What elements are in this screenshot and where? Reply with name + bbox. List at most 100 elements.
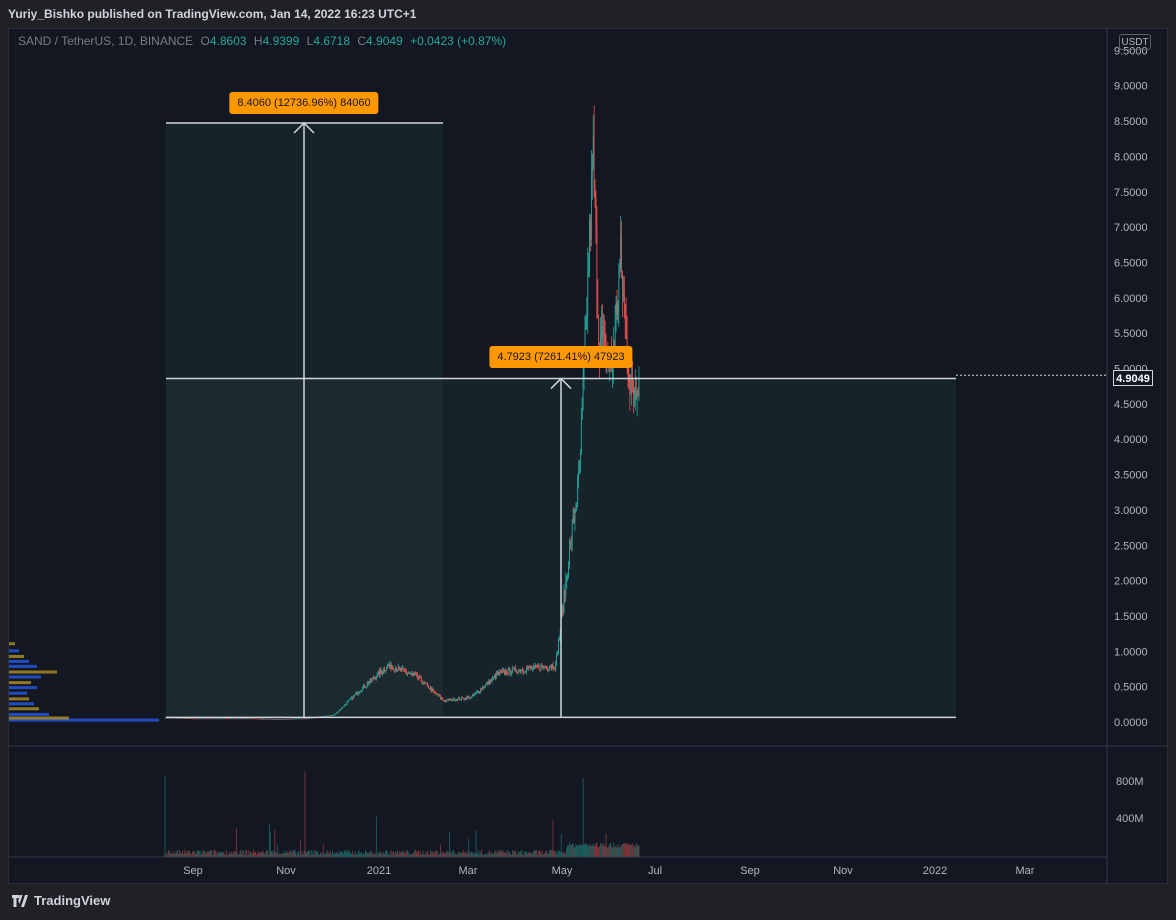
volume-bar (429, 849, 431, 857)
candle-body (483, 687, 485, 689)
volume-bar (587, 844, 589, 857)
candle-body (480, 688, 482, 692)
volume-bar (597, 847, 599, 857)
volume-bar (531, 853, 533, 857)
candle-body (255, 718, 256, 720)
volume-bar (334, 853, 336, 857)
candle-body (526, 668, 527, 672)
candle-body (226, 718, 228, 720)
candle-body (308, 718, 310, 719)
volume-bar (628, 845, 630, 857)
volume-bar (228, 852, 230, 857)
candle-body (336, 711, 338, 714)
volume-bar (371, 851, 373, 857)
candle-body (545, 666, 547, 668)
candle-body (476, 691, 478, 693)
volume-bar (216, 851, 218, 857)
volume-bar (261, 852, 263, 857)
candle-body (530, 667, 532, 669)
volume-bar (401, 851, 403, 857)
candle-body (568, 566, 569, 577)
candle-body (390, 662, 392, 670)
candle-body (253, 718, 255, 720)
candle-body (515, 671, 517, 673)
candle-body (241, 718, 243, 720)
volume-bar (226, 854, 228, 857)
volume-bar (290, 850, 292, 857)
candle-body (205, 718, 207, 720)
price-tick-label: 4.5000 (1114, 399, 1148, 411)
candle-body (392, 667, 394, 669)
candle-body (278, 718, 280, 720)
candle-body (551, 664, 553, 669)
candle-body (169, 717, 170, 719)
volume-bar (617, 847, 619, 857)
measure-label-high[interactable]: 8.4060 (12736.96%) 84060 (229, 92, 379, 114)
volume-bar (389, 851, 391, 857)
candle-body (200, 718, 202, 720)
candle-body (504, 670, 506, 674)
volume-bar (508, 851, 510, 857)
candle-body (581, 398, 583, 420)
candle-body (574, 510, 576, 522)
candle-body (268, 719, 270, 720)
volume-bar (222, 852, 224, 857)
candle-body (413, 674, 415, 675)
volume-bar (467, 851, 469, 857)
volume-bar (172, 851, 174, 857)
volume-bar (197, 850, 199, 857)
volume-bar (193, 850, 195, 857)
candle-body (435, 692, 437, 694)
volume-bar (275, 852, 277, 857)
volume-bar (328, 853, 330, 857)
time-tick-label: Nov (833, 865, 853, 877)
volume-bar (306, 852, 308, 857)
volume-bar (207, 852, 209, 857)
volume-bar (560, 833, 562, 857)
volume-bar (555, 851, 557, 857)
price-tick-label: 6.0000 (1114, 293, 1148, 305)
candle-body (572, 516, 574, 523)
footer-brand[interactable]: TradingView (12, 893, 110, 908)
candle-body (383, 668, 385, 673)
volume-bar (460, 853, 461, 857)
volume-bar (563, 853, 565, 857)
measure-label-current[interactable]: 4.7923 (7261.41%) 47923 (489, 346, 633, 368)
volume-bar (504, 852, 505, 857)
candle-body (580, 453, 581, 470)
candle-body (440, 695, 441, 699)
volume-bar (323, 853, 325, 857)
candle-body (165, 717, 167, 719)
volume-bar (519, 852, 521, 857)
volume-bar (337, 853, 339, 857)
volume-bar (250, 851, 252, 857)
candle-body (376, 673, 378, 678)
volume-bar (343, 853, 344, 857)
volume-bar (189, 851, 191, 857)
candle-body (393, 668, 395, 671)
volume-bar (397, 850, 398, 857)
volume-bar (169, 850, 170, 857)
volume-bar (624, 844, 626, 857)
volume-bar (262, 850, 264, 857)
candle-body (505, 670, 507, 674)
volume-bar (437, 851, 439, 857)
candle-body (462, 697, 464, 700)
volume-bar (559, 851, 561, 857)
candle-body (357, 693, 359, 695)
volume-bar (167, 854, 169, 857)
volume-bar (546, 850, 547, 857)
candle-body (564, 590, 566, 596)
volume-bar (503, 852, 504, 857)
currency-button[interactable]: USDT (1119, 34, 1151, 50)
volume-profile-row (9, 718, 159, 722)
volume-profile-row (9, 649, 19, 653)
volume-profile-row (9, 707, 39, 711)
volume-bar (515, 850, 516, 857)
volume-bar (249, 851, 251, 857)
volume-bar (166, 852, 168, 857)
candle-body (324, 716, 326, 717)
volume-bar (629, 844, 631, 857)
volume-bar (286, 850, 288, 857)
